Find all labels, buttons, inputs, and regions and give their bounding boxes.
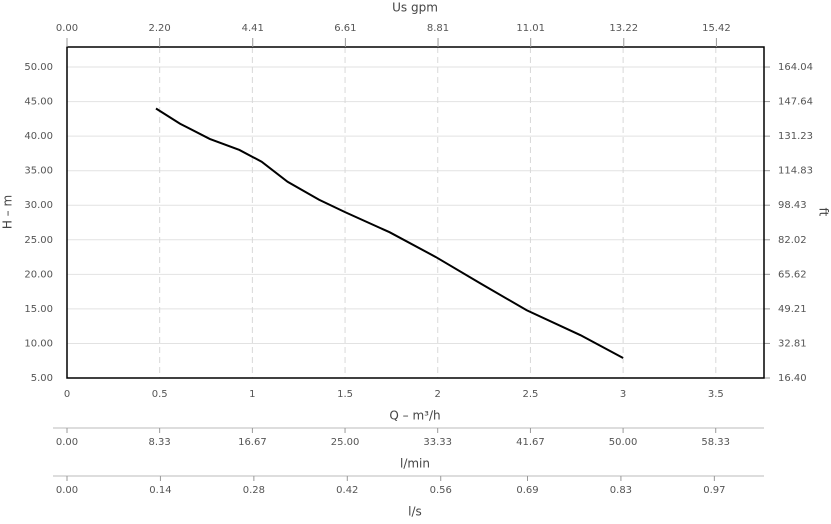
x-tick-label: 0.00 xyxy=(56,23,78,34)
x-tick-label: 0.00 xyxy=(56,485,78,496)
x-tick-label: 8.81 xyxy=(427,23,449,34)
x-tick-label: 2.5 xyxy=(522,389,538,400)
x-tick-label: 3 xyxy=(620,389,626,400)
x-tick-label: 3.5 xyxy=(708,389,724,400)
x-tick-label: 0.97 xyxy=(703,485,725,496)
x-tick-label: 1.5 xyxy=(337,389,353,400)
x-tick-label: 15.42 xyxy=(702,23,731,34)
y-tick-label: 40.00 xyxy=(24,131,53,142)
y2-tick-label: 49.21 xyxy=(778,304,807,315)
y2-tick-label: 82.02 xyxy=(778,235,807,246)
x-tick-label: 8.33 xyxy=(149,437,171,448)
x-tick-label: 0.14 xyxy=(149,485,171,496)
y-axis-title: H – m xyxy=(1,195,15,229)
y2-tick-label: 32.81 xyxy=(778,338,807,349)
x-tick-label: 13.22 xyxy=(609,23,638,34)
x-tick-label: 2.20 xyxy=(149,23,171,34)
x-tick-label: 0.00 xyxy=(56,437,78,448)
axis-title: l/min xyxy=(400,457,430,471)
x-tick-label: 2 xyxy=(435,389,441,400)
y2-tick-label: 98.43 xyxy=(778,200,807,211)
y2-tick-label: 16.40 xyxy=(778,373,807,384)
x-tick-label: 6.61 xyxy=(334,23,356,34)
y-tick-label: 25.00 xyxy=(24,235,53,246)
x-tick-label: 0.56 xyxy=(430,485,452,496)
y-tick-label: 50.00 xyxy=(24,62,53,73)
x-axis-title: Q – m³/h xyxy=(389,409,440,423)
y-tick-label: 45.00 xyxy=(24,97,53,108)
x-tick-label: 11.01 xyxy=(516,23,545,34)
y2-tick-label: 65.62 xyxy=(778,269,807,280)
y-tick-label: 20.00 xyxy=(24,269,53,280)
x-tick-label: 0.42 xyxy=(336,485,358,496)
x-tick-label: 41.67 xyxy=(516,437,545,448)
y2-tick-label: 131.23 xyxy=(778,131,813,142)
x-tick-label: 0.69 xyxy=(516,485,538,496)
y2-tick-label: 114.83 xyxy=(778,166,813,177)
y-tick-label: 15.00 xyxy=(24,304,53,315)
axis-title: l/s xyxy=(408,505,422,519)
y2-tick-label: 164.04 xyxy=(778,62,813,73)
x-tick-label: 58.33 xyxy=(701,437,730,448)
x-tick-label: 16.67 xyxy=(238,437,267,448)
y-tick-label: 5.00 xyxy=(31,373,53,384)
x-tick-label: 25.00 xyxy=(331,437,360,448)
x-tick-label: 0.28 xyxy=(243,485,265,496)
curve xyxy=(155,107,624,359)
x-tick-label: 4.41 xyxy=(242,23,264,34)
x-tick-label: 1 xyxy=(249,389,255,400)
axis-title: Us gpm xyxy=(392,1,438,15)
plot-frame xyxy=(66,46,765,379)
y-tick-label: 30.00 xyxy=(24,200,53,211)
x-tick-label: 0 xyxy=(64,389,70,400)
x-tick-label: 33.33 xyxy=(423,437,452,448)
x-tick-label: 0.83 xyxy=(610,485,632,496)
x-tick-label: 0.5 xyxy=(152,389,168,400)
y-tick-label: 35.00 xyxy=(24,166,53,177)
y2-axis-title: ft xyxy=(817,208,831,217)
y-tick-label: 10.00 xyxy=(24,338,53,349)
x-tick-label: 50.00 xyxy=(609,437,638,448)
y2-tick-label: 147.64 xyxy=(778,97,813,108)
